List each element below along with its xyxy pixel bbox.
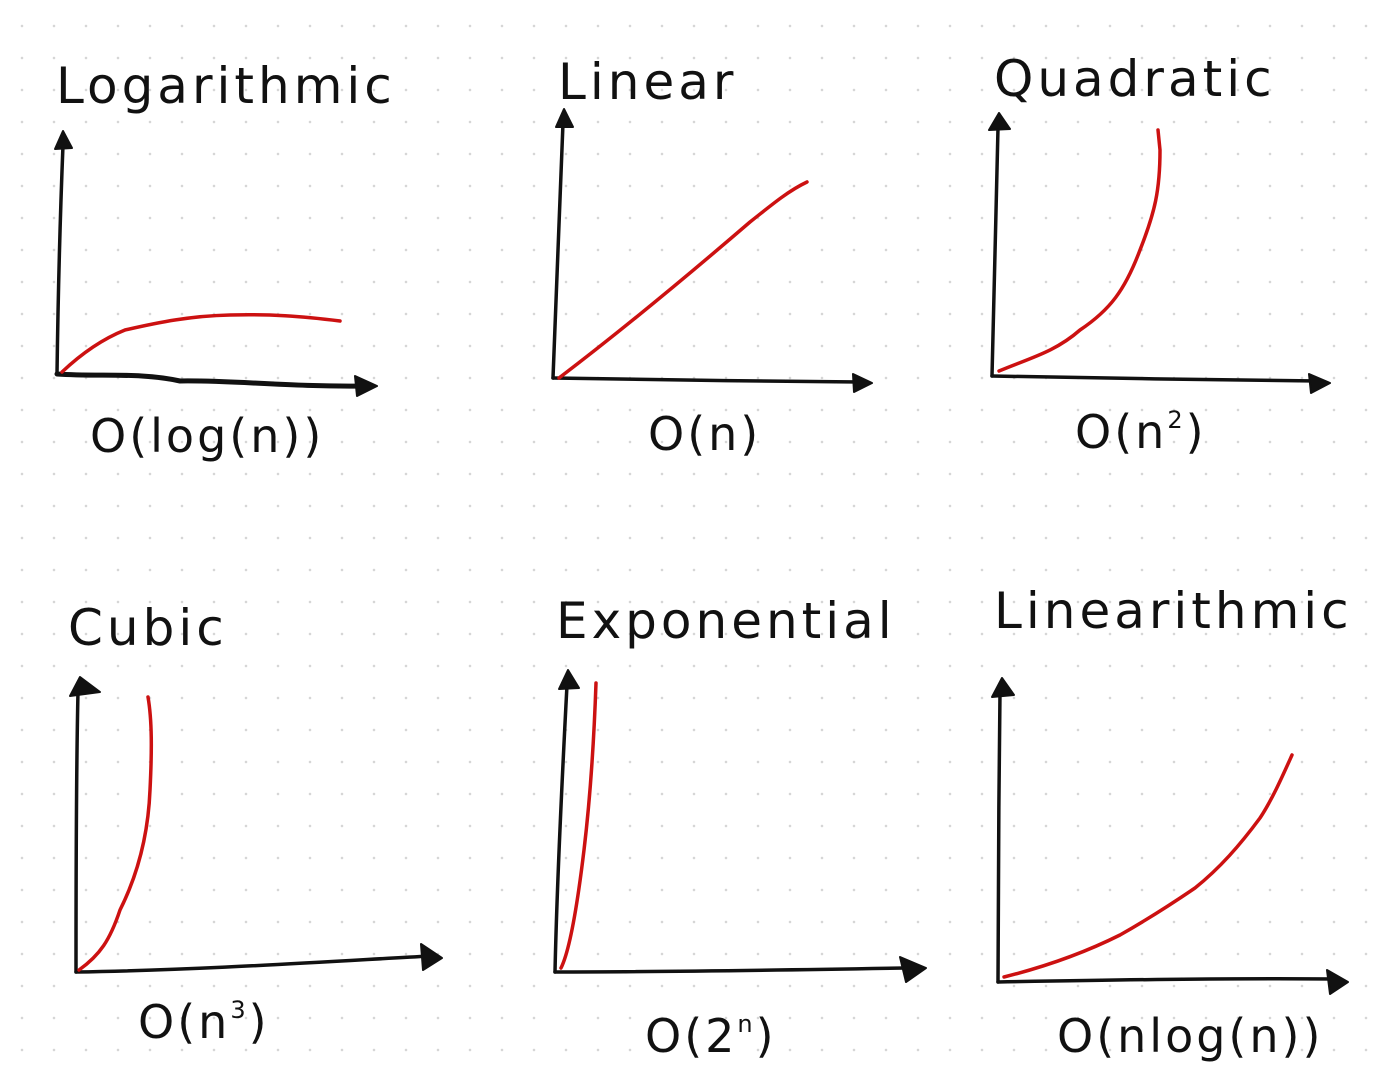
panel-title: Linear [558, 53, 737, 111]
complexity-notation: O(log(n)) [90, 409, 324, 463]
complexity-notation: O(2n) [645, 1009, 777, 1063]
x-axis [74, 954, 432, 974]
growth-curve [1002, 753, 1294, 979]
y-axis [551, 121, 565, 380]
x-axis [553, 966, 907, 974]
panel-quadratic: Quadratic O(n2) [988, 50, 1331, 459]
panel-cubic: Cubic O(n3) [68, 599, 443, 1049]
x-axis [551, 376, 862, 384]
growth-curve [60, 313, 342, 374]
panel-title: Exponential [556, 592, 896, 650]
y-axis-arrow [558, 669, 580, 690]
x-axis-arrow [354, 375, 378, 397]
growth-curve [77, 695, 154, 972]
x-axis [996, 976, 1339, 984]
complexity-notation: O(n2) [1075, 405, 1207, 459]
y-axis-arrow [555, 108, 574, 128]
y-axis-arrow [991, 677, 1015, 698]
x-axis-arrow [852, 373, 873, 393]
x-axis-arrow [420, 943, 443, 971]
y-axis [55, 143, 65, 376]
y-axis-arrow [69, 676, 101, 697]
growth-curve [997, 128, 1162, 373]
panel-exponential: Exponential O(2n) [553, 592, 927, 1063]
complexity-notation: O(n3) [138, 995, 270, 1049]
y-axis [996, 690, 1002, 984]
x-axis-arrow [899, 956, 927, 983]
complexity-notation: O(n) [648, 407, 761, 461]
x-axis [990, 374, 1320, 383]
panel-title: Quadratic [994, 50, 1276, 108]
y-axis [990, 126, 1000, 378]
y-axis-arrow [54, 130, 73, 150]
complexity-notation: O(nlog(n)) [1057, 1009, 1323, 1063]
y-axis-arrow [988, 112, 1011, 131]
growth-curve [557, 180, 809, 380]
panel-logarithmic: Logarithmic O(log(n)) [54, 57, 396, 463]
x-axis [54, 371, 367, 389]
panel-title: Cubic [68, 599, 228, 657]
panel-linearithmic: Linearithmic O(nlog(n)) [991, 582, 1353, 1063]
y-axis [553, 683, 569, 974]
y-axis [74, 690, 80, 974]
panel-title: Linearithmic [994, 582, 1353, 640]
x-axis-arrow [1326, 969, 1349, 995]
growth-curve [559, 681, 598, 970]
panel-linear: Linear O(n) [551, 53, 873, 461]
x-axis-arrow [1308, 373, 1331, 394]
panel-title: Logarithmic [56, 57, 396, 115]
